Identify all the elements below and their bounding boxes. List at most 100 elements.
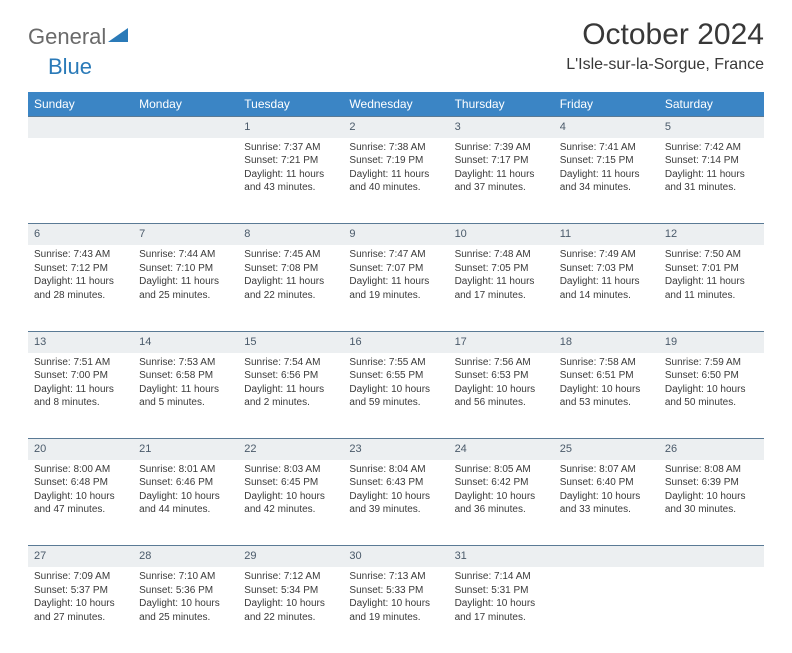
- day-content: Sunrise: 7:37 AMSunset: 7:21 PMDaylight:…: [238, 138, 343, 203]
- day-cell: Sunrise: 7:53 AMSunset: 6:58 PMDaylight:…: [133, 353, 238, 439]
- day-content: Sunrise: 7:54 AMSunset: 6:56 PMDaylight:…: [238, 353, 343, 418]
- day-number: 19: [659, 331, 764, 352]
- day-cell: Sunrise: 7:56 AMSunset: 6:53 PMDaylight:…: [449, 353, 554, 439]
- day-cell: [659, 567, 764, 653]
- sunset-text: Sunset: 6:53 PM: [455, 369, 548, 383]
- daylight-text: Daylight: 10 hours and 47 minutes.: [34, 490, 127, 517]
- day-number: 3: [449, 117, 554, 138]
- daylight-text: Daylight: 11 hours and 17 minutes.: [455, 275, 548, 302]
- day-cell: Sunrise: 7:50 AMSunset: 7:01 PMDaylight:…: [659, 245, 764, 331]
- day-cell: Sunrise: 7:14 AMSunset: 5:31 PMDaylight:…: [449, 567, 554, 653]
- day-number: 2: [343, 117, 448, 138]
- sunrise-text: Sunrise: 7:49 AM: [560, 248, 653, 262]
- daylight-text: Daylight: 10 hours and 44 minutes.: [139, 490, 232, 517]
- sunrise-text: Sunrise: 8:00 AM: [34, 463, 127, 477]
- daylight-text: Daylight: 10 hours and 25 minutes.: [139, 597, 232, 624]
- sunrise-text: Sunrise: 7:51 AM: [34, 356, 127, 370]
- sunrise-text: Sunrise: 7:12 AM: [244, 570, 337, 584]
- day-content-row: Sunrise: 7:37 AMSunset: 7:21 PMDaylight:…: [28, 138, 764, 224]
- sunrise-text: Sunrise: 8:07 AM: [560, 463, 653, 477]
- daylight-text: Daylight: 10 hours and 53 minutes.: [560, 383, 653, 410]
- sunset-text: Sunset: 7:10 PM: [139, 262, 232, 276]
- logo-text-general: General: [28, 24, 106, 50]
- day-content: Sunrise: 7:49 AMSunset: 7:03 PMDaylight:…: [554, 245, 659, 310]
- day-content: Sunrise: 7:10 AMSunset: 5:36 PMDaylight:…: [133, 567, 238, 632]
- day-cell: Sunrise: 8:05 AMSunset: 6:42 PMDaylight:…: [449, 460, 554, 546]
- title-block: October 2024 L'Isle-sur-la-Sorgue, Franc…: [566, 18, 764, 74]
- sunrise-text: Sunrise: 8:03 AM: [244, 463, 337, 477]
- daylight-text: Daylight: 11 hours and 37 minutes.: [455, 168, 548, 195]
- sunset-text: Sunset: 5:36 PM: [139, 584, 232, 598]
- day-number: 23: [343, 439, 448, 460]
- day-number: 9: [343, 224, 448, 245]
- daylight-text: Daylight: 11 hours and 2 minutes.: [244, 383, 337, 410]
- day-content: Sunrise: 7:44 AMSunset: 7:10 PMDaylight:…: [133, 245, 238, 310]
- day-cell: Sunrise: 7:12 AMSunset: 5:34 PMDaylight:…: [238, 567, 343, 653]
- day-header: Thursday: [449, 92, 554, 117]
- sunrise-text: Sunrise: 7:42 AM: [665, 141, 758, 155]
- sunset-text: Sunset: 7:03 PM: [560, 262, 653, 276]
- sunrise-text: Sunrise: 7:43 AM: [34, 248, 127, 262]
- sunrise-text: Sunrise: 7:44 AM: [139, 248, 232, 262]
- daylight-text: Daylight: 10 hours and 39 minutes.: [349, 490, 442, 517]
- day-cell: Sunrise: 7:44 AMSunset: 7:10 PMDaylight:…: [133, 245, 238, 331]
- day-number: 10: [449, 224, 554, 245]
- daylight-text: Daylight: 10 hours and 50 minutes.: [665, 383, 758, 410]
- sunrise-text: Sunrise: 7:55 AM: [349, 356, 442, 370]
- daylight-text: Daylight: 11 hours and 5 minutes.: [139, 383, 232, 410]
- day-cell: Sunrise: 8:03 AMSunset: 6:45 PMDaylight:…: [238, 460, 343, 546]
- sunrise-text: Sunrise: 8:05 AM: [455, 463, 548, 477]
- day-number-row: 20212223242526: [28, 439, 764, 460]
- day-content: Sunrise: 7:14 AMSunset: 5:31 PMDaylight:…: [449, 567, 554, 632]
- daylight-text: Daylight: 11 hours and 11 minutes.: [665, 275, 758, 302]
- day-cell: Sunrise: 7:38 AMSunset: 7:19 PMDaylight:…: [343, 138, 448, 224]
- sunset-text: Sunset: 5:34 PM: [244, 584, 337, 598]
- day-cell: Sunrise: 7:51 AMSunset: 7:00 PMDaylight:…: [28, 353, 133, 439]
- daylight-text: Daylight: 11 hours and 22 minutes.: [244, 275, 337, 302]
- day-number: 16: [343, 331, 448, 352]
- day-number: 11: [554, 224, 659, 245]
- day-cell: Sunrise: 7:09 AMSunset: 5:37 PMDaylight:…: [28, 567, 133, 653]
- day-header: Tuesday: [238, 92, 343, 117]
- day-number: 8: [238, 224, 343, 245]
- day-number: 28: [133, 546, 238, 567]
- day-header: Saturday: [659, 92, 764, 117]
- logo: General: [28, 18, 132, 50]
- sunset-text: Sunset: 7:05 PM: [455, 262, 548, 276]
- sunrise-text: Sunrise: 7:50 AM: [665, 248, 758, 262]
- daylight-text: Daylight: 10 hours and 19 minutes.: [349, 597, 442, 624]
- day-cell: Sunrise: 7:58 AMSunset: 6:51 PMDaylight:…: [554, 353, 659, 439]
- day-cell: Sunrise: 7:42 AMSunset: 7:14 PMDaylight:…: [659, 138, 764, 224]
- sunrise-text: Sunrise: 7:47 AM: [349, 248, 442, 262]
- day-number: 18: [554, 331, 659, 352]
- day-cell: Sunrise: 7:10 AMSunset: 5:36 PMDaylight:…: [133, 567, 238, 653]
- day-cell: Sunrise: 7:41 AMSunset: 7:15 PMDaylight:…: [554, 138, 659, 224]
- day-header: Monday: [133, 92, 238, 117]
- day-content: Sunrise: 8:07 AMSunset: 6:40 PMDaylight:…: [554, 460, 659, 525]
- daylight-text: Daylight: 10 hours and 27 minutes.: [34, 597, 127, 624]
- day-number: 24: [449, 439, 554, 460]
- day-cell: Sunrise: 7:48 AMSunset: 7:05 PMDaylight:…: [449, 245, 554, 331]
- sunset-text: Sunset: 6:45 PM: [244, 476, 337, 490]
- sunrise-text: Sunrise: 7:58 AM: [560, 356, 653, 370]
- day-content: Sunrise: 7:38 AMSunset: 7:19 PMDaylight:…: [343, 138, 448, 203]
- day-content: Sunrise: 8:05 AMSunset: 6:42 PMDaylight:…: [449, 460, 554, 525]
- logo-triangle-icon: [108, 26, 130, 49]
- sunset-text: Sunset: 5:31 PM: [455, 584, 548, 598]
- day-content: Sunrise: 7:58 AMSunset: 6:51 PMDaylight:…: [554, 353, 659, 418]
- daylight-text: Daylight: 10 hours and 59 minutes.: [349, 383, 442, 410]
- sunset-text: Sunset: 7:01 PM: [665, 262, 758, 276]
- day-content-row: Sunrise: 7:51 AMSunset: 7:00 PMDaylight:…: [28, 353, 764, 439]
- day-content: Sunrise: 8:08 AMSunset: 6:39 PMDaylight:…: [659, 460, 764, 525]
- sunrise-text: Sunrise: 7:14 AM: [455, 570, 548, 584]
- day-cell: [133, 138, 238, 224]
- day-header: Friday: [554, 92, 659, 117]
- daylight-text: Daylight: 11 hours and 40 minutes.: [349, 168, 442, 195]
- day-number-row: 6789101112: [28, 224, 764, 245]
- calendar-table: SundayMondayTuesdayWednesdayThursdayFrid…: [28, 92, 764, 653]
- daylight-text: Daylight: 11 hours and 14 minutes.: [560, 275, 653, 302]
- day-number: 27: [28, 546, 133, 567]
- day-content: Sunrise: 7:43 AMSunset: 7:12 PMDaylight:…: [28, 245, 133, 310]
- day-number: 29: [238, 546, 343, 567]
- sunrise-text: Sunrise: 7:53 AM: [139, 356, 232, 370]
